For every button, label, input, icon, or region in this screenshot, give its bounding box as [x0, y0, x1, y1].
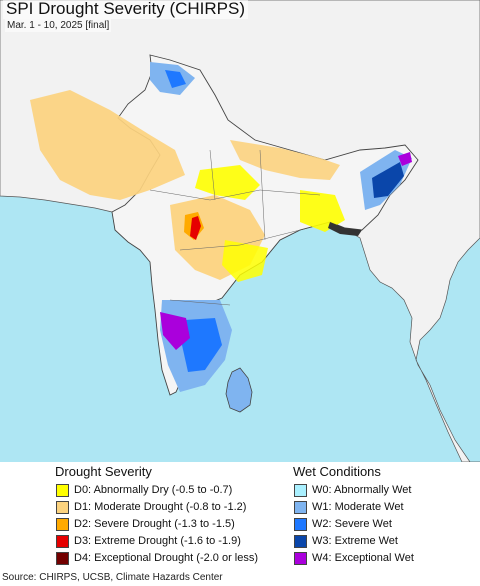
map-subtitle: Mar. 1 - 10, 2025 [final]	[5, 19, 112, 32]
w2-region-kashmir	[165, 70, 186, 88]
map-title: SPI Drought Severity (CHIRPS)	[3, 0, 249, 19]
swatch-w1	[294, 500, 307, 514]
legend-label-w0: W0: Abnormally Wet	[312, 484, 412, 496]
legend-label-d0: D0: Abnormally Dry (-0.5 to -0.7)	[74, 484, 233, 496]
drought-legend-heading: Drought Severity	[55, 464, 152, 479]
internal-borders	[149, 149, 321, 306]
legend-item-d0: D0: Abnormally Dry (-0.5 to -0.7)	[56, 482, 232, 498]
legend-item-w3: W3: Extreme Wet	[294, 533, 398, 549]
legend-label-d4: D4: Exceptional Drought (-2.0 or less)	[74, 552, 259, 564]
d0-region-south-central	[222, 240, 268, 282]
legend-label-w3: W3: Extreme Wet	[312, 535, 398, 547]
legend-item-w4: W4: Exceptional Wet	[294, 550, 414, 566]
w4-region-northeast	[398, 152, 412, 166]
swatch-w4	[294, 551, 307, 565]
legend: Drought Severity Wet Conditions D0: Abno…	[0, 462, 480, 572]
legend-label-w1: W1: Moderate Wet	[312, 501, 404, 513]
source-credit: Source: CHIRPS, UCSB, Climate Hazards Ce…	[2, 572, 223, 583]
legend-item-d3: D3: Extreme Drought (-1.6 to -1.9)	[56, 533, 241, 549]
legend-item-w1: W1: Moderate Wet	[294, 499, 404, 515]
swatch-d0	[56, 483, 69, 497]
d1-region-gangetic	[230, 140, 340, 180]
map-panel: SPI Drought Severity (CHIRPS) Mar. 1 - 1…	[0, 0, 480, 462]
swatch-d2	[56, 517, 69, 531]
swatch-w2	[294, 517, 307, 531]
d0-region-east	[300, 190, 345, 232]
bangladesh-coast	[328, 222, 362, 236]
w3-region-northeast	[372, 162, 404, 198]
legend-label-w2: W2: Severe Wet	[312, 518, 392, 530]
legend-label-d2: D2: Severe Drought (-1.3 to -1.5)	[74, 518, 235, 530]
legend-item-d1: D1: Moderate Drought (-0.8 to -1.2)	[56, 499, 246, 515]
swatch-w0	[294, 483, 307, 497]
d0-region-central	[195, 165, 260, 200]
swatch-d3	[56, 534, 69, 548]
legend-item-d2: D2: Severe Drought (-1.3 to -1.5)	[56, 516, 235, 532]
w4-region-southwest-coast	[160, 312, 190, 350]
legend-label-w4: W4: Exceptional Wet	[312, 552, 414, 564]
sri-lanka-land	[225, 367, 253, 413]
legend-label-d1: D1: Moderate Drought (-0.8 to -1.2)	[74, 501, 247, 513]
legend-item-w2: W2: Severe Wet	[294, 516, 392, 532]
drought-map	[0, 0, 480, 462]
legend-label-d3: D3: Extreme Drought (-1.6 to -1.9)	[74, 535, 241, 547]
w2-region-south	[182, 318, 222, 372]
legend-item-d4: D4: Exceptional Drought (-2.0 or less)	[56, 550, 258, 566]
swatch-d4	[56, 551, 69, 565]
swatch-d1	[56, 500, 69, 514]
d3-region-central	[190, 216, 201, 240]
swatch-w3	[294, 534, 307, 548]
wet-legend-heading: Wet Conditions	[293, 464, 381, 479]
legend-item-w0: W0: Abnormally Wet	[294, 482, 411, 498]
d1-region-northwest	[30, 90, 185, 200]
